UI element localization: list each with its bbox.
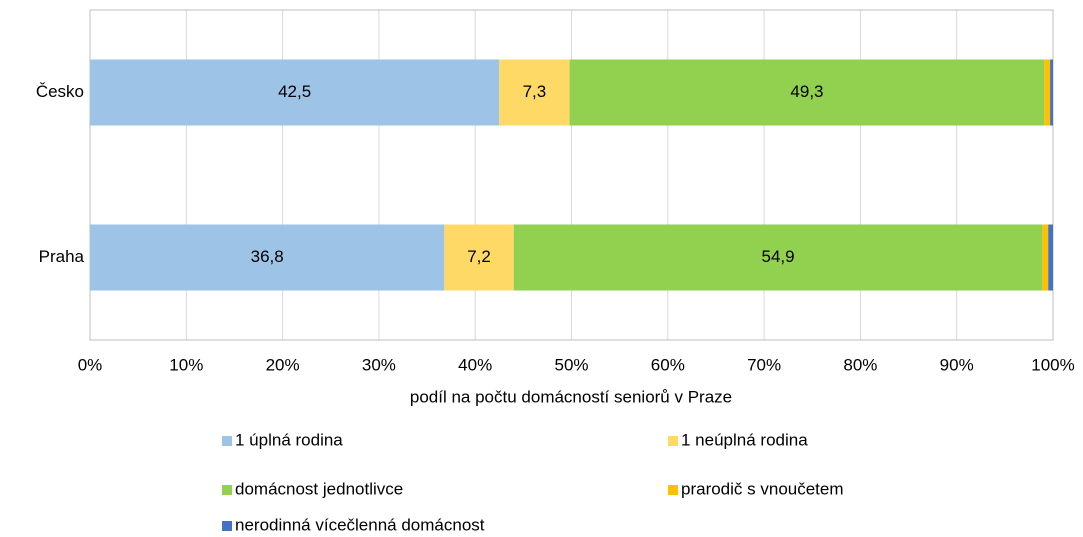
x-axis-label: podíl na počtu domácností seniorů v Praz… bbox=[410, 387, 732, 406]
x-tick-label: 100% bbox=[1031, 355, 1074, 374]
x-tick-label: 80% bbox=[843, 355, 877, 374]
x-tick-label: 30% bbox=[362, 355, 396, 374]
x-tick-label: 0% bbox=[78, 355, 103, 374]
bar-segment bbox=[569, 59, 1045, 126]
legend-swatch bbox=[222, 521, 232, 531]
value-label: 49,3 bbox=[790, 82, 823, 101]
x-tick-label: 50% bbox=[554, 355, 588, 374]
bar-segment bbox=[1048, 224, 1053, 291]
bar-segment bbox=[90, 59, 500, 126]
legend-swatch bbox=[222, 436, 232, 446]
legend-swatch bbox=[668, 485, 678, 495]
plot-border bbox=[89, 9, 1054, 341]
y-tick-label: Česko bbox=[36, 82, 84, 101]
x-tick-label: 90% bbox=[940, 355, 974, 374]
value-label: 36,8 bbox=[251, 247, 284, 266]
x-tick-label: 60% bbox=[651, 355, 685, 374]
legend-label: nerodinná vícečlenná domácnost bbox=[235, 515, 485, 534]
x-tick-label: 70% bbox=[747, 355, 781, 374]
bar-segment bbox=[1050, 59, 1053, 126]
value-label: 54,9 bbox=[762, 247, 795, 266]
value-label: 7,3 bbox=[523, 82, 547, 101]
legend-label: prarodič s vnoučetem bbox=[681, 479, 844, 498]
legend-label: 1 neúplná rodina bbox=[681, 430, 808, 449]
y-tick-label: Praha bbox=[39, 247, 85, 266]
legend-swatch bbox=[222, 485, 232, 495]
bar-segment bbox=[444, 224, 514, 291]
legend-label: 1 úplná rodina bbox=[235, 430, 343, 449]
value-label: 42,5 bbox=[278, 82, 311, 101]
value-label: 7,2 bbox=[467, 247, 491, 266]
x-tick-label: 20% bbox=[266, 355, 300, 374]
bar-segment bbox=[90, 224, 445, 291]
bar-segment bbox=[513, 224, 1043, 291]
x-tick-label: 40% bbox=[458, 355, 492, 374]
legend-label: domácnost jednotlivce bbox=[235, 479, 403, 498]
x-tick-label: 10% bbox=[169, 355, 203, 374]
bar-segment bbox=[1044, 59, 1051, 126]
legend-swatch bbox=[668, 436, 678, 446]
bar-segment bbox=[499, 59, 570, 126]
bar-segment bbox=[1042, 224, 1049, 291]
